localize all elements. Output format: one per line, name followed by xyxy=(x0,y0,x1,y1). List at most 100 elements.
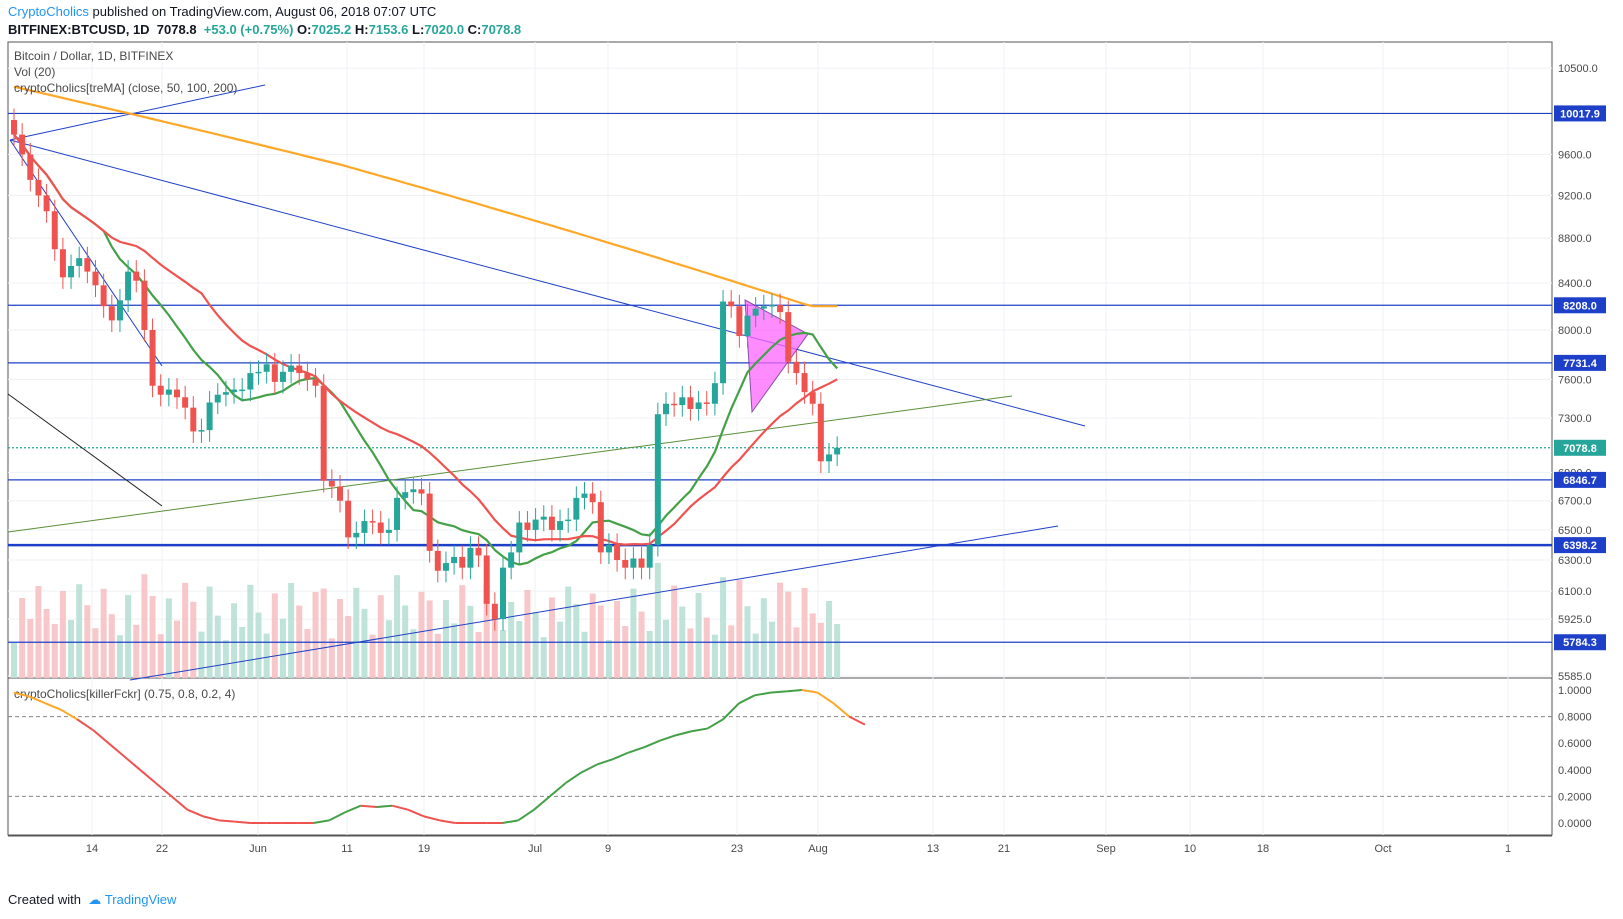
x-tick-label: 14 xyxy=(86,843,98,855)
oscillator-segment xyxy=(234,820,251,824)
x-tick-label: 18 xyxy=(1257,843,1269,855)
osc-y-tick-label: 1.0000 xyxy=(1558,685,1592,697)
oscillator-segment xyxy=(423,815,440,822)
price-tag-bg xyxy=(1554,537,1606,554)
price-tag: 7078.8 xyxy=(1563,443,1597,455)
x-tick-label: 19 xyxy=(418,843,430,855)
candle-body xyxy=(663,403,669,415)
candle-body xyxy=(263,364,270,372)
oscillator-segment xyxy=(202,815,220,822)
oscillator-segment xyxy=(659,734,677,742)
volume-bar xyxy=(589,593,596,678)
tradingview-logo-icon[interactable]: ☁ xyxy=(88,892,102,907)
candle-body xyxy=(394,497,401,530)
candle-body xyxy=(255,371,262,374)
price-tag-bg xyxy=(1554,105,1606,122)
volume-bar xyxy=(337,599,343,678)
oscillator-segment xyxy=(786,689,803,693)
oscillator-segment xyxy=(691,727,708,733)
candle-body xyxy=(271,364,278,382)
candle-body xyxy=(133,271,140,281)
candle-body xyxy=(304,373,311,380)
volume-bar xyxy=(377,595,384,678)
candle-body xyxy=(540,516,547,520)
oscillator-segment xyxy=(92,729,110,744)
oscillator-segment xyxy=(612,751,629,761)
volume-bar xyxy=(190,601,197,678)
x-tick-label: 1 xyxy=(1505,843,1511,855)
x-tick-label: Aug xyxy=(808,843,828,855)
candle-body xyxy=(597,502,604,553)
candle-body xyxy=(491,603,498,620)
price-tag-bg xyxy=(1554,471,1606,488)
candle-body xyxy=(614,544,621,561)
price-chart[interactable]: 14 22 Jun 11 19 Jul 9 23 Aug 13 21 Sep 10 18 Oct 1 10500… xyxy=(0,40,1623,890)
volume-bar xyxy=(622,626,629,678)
open-label: O: xyxy=(297,22,312,37)
oscillator-segment xyxy=(502,819,519,824)
volume-bar xyxy=(703,617,710,678)
candle-body xyxy=(426,493,433,551)
oscillator-segment xyxy=(170,795,188,811)
trend-line xyxy=(7,395,1013,533)
candle-body xyxy=(361,521,368,533)
candle-body xyxy=(149,329,156,386)
oscillator-segment xyxy=(186,808,204,818)
tradingview-brand[interactable]: TradingView xyxy=(104,892,177,907)
y-tick-label: 6500.0 xyxy=(1558,525,1592,537)
volume-bar xyxy=(540,637,547,678)
volume-bar xyxy=(581,631,588,678)
oscillator-segment xyxy=(770,690,787,694)
publish-line: CryptoCholics published on TradingView.c… xyxy=(8,4,436,19)
x-tick-label: 23 xyxy=(731,843,743,855)
open-value: 7025.2 xyxy=(311,22,352,37)
volume-bar xyxy=(451,623,458,678)
brand-link[interactable]: CryptoCholics xyxy=(8,4,89,19)
oscillator-segment xyxy=(848,715,866,726)
y-tick-label: 8000.0 xyxy=(1558,325,1592,337)
oscillator-segment xyxy=(565,771,582,784)
y-tick-label: 9200.0 xyxy=(1558,190,1592,202)
y-tick-label: 5585.0 xyxy=(1558,671,1592,683)
legend-line: Vol (20) xyxy=(14,65,55,79)
candle-body xyxy=(834,447,841,455)
candle-body xyxy=(100,285,107,307)
candle-body xyxy=(27,154,34,180)
candle-body xyxy=(247,373,254,390)
candle-body xyxy=(385,529,392,533)
volume-bar xyxy=(369,634,376,678)
volume-bar xyxy=(663,619,669,678)
volume-bar xyxy=(165,598,172,678)
volume-bar xyxy=(752,633,759,678)
volume-bar xyxy=(125,595,132,678)
candle-body xyxy=(206,402,213,431)
pennant-pattern xyxy=(744,299,809,414)
oscillator-segment xyxy=(376,804,393,809)
candle-body xyxy=(581,493,588,498)
volume-bar xyxy=(239,627,246,678)
volume-bar xyxy=(671,585,678,678)
candle-body xyxy=(116,300,123,321)
volume-bar xyxy=(68,620,75,678)
volume-bar xyxy=(687,628,694,678)
volume-bar xyxy=(426,600,433,678)
osc-y-tick-label: 0.6000 xyxy=(1558,738,1592,750)
candle-body xyxy=(752,308,759,316)
candle-body xyxy=(353,532,360,538)
volume-bar xyxy=(605,640,612,678)
osc-y-tick-label: 0.2000 xyxy=(1558,791,1592,803)
volume-bar xyxy=(288,583,295,678)
oscillator-legend: cryptoCholics[killerFckr] (0.75, 0.8, 0.… xyxy=(14,687,235,701)
candle-body xyxy=(320,385,327,481)
volume-bar xyxy=(361,608,368,678)
y-tick-label: 5925.0 xyxy=(1558,614,1592,626)
volume-bar xyxy=(271,593,278,678)
candle-body xyxy=(622,560,629,568)
price-tag: 6398.2 xyxy=(1563,540,1597,552)
oscillator-segment xyxy=(391,804,409,811)
volume-bar xyxy=(345,616,352,678)
candle-body xyxy=(84,258,91,272)
volume-bar xyxy=(394,575,401,678)
candle-body xyxy=(711,383,718,404)
candle-body xyxy=(475,547,482,556)
